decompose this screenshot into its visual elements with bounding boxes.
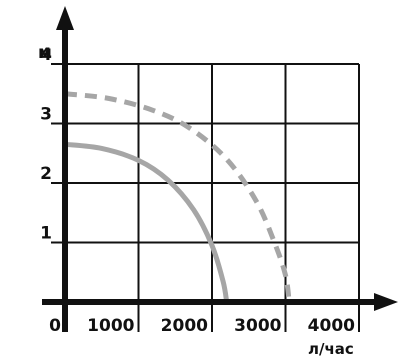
axes	[42, 6, 398, 332]
tick-labels: 0 1000 2000 3000 4000 1 2 3 4	[40, 45, 355, 336]
x-tick-label-3000: 3000	[234, 316, 281, 336]
x-axis-label: л/час	[308, 340, 354, 358]
y-tick-label-1: 1	[40, 224, 52, 244]
x-tick-label-2000: 2000	[161, 316, 208, 336]
x-tick-label-0: 0	[49, 316, 61, 336]
x-tick-label-4000: 4000	[308, 316, 355, 336]
y-tick-label-2: 2	[40, 164, 52, 184]
y-tick-label-3: 3	[40, 105, 52, 125]
curves	[64, 91, 292, 303]
series-line-2-dashed	[64, 91, 292, 303]
x-tick-label-1000: 1000	[87, 316, 134, 336]
series-line-1-solid	[64, 141, 230, 303]
y-axis-arrow	[56, 6, 74, 30]
y-tick-label-4: 4	[40, 45, 52, 65]
x-axis-arrow	[374, 293, 398, 311]
y-axis-label: м	[38, 43, 52, 63]
grid	[51, 63, 360, 332]
